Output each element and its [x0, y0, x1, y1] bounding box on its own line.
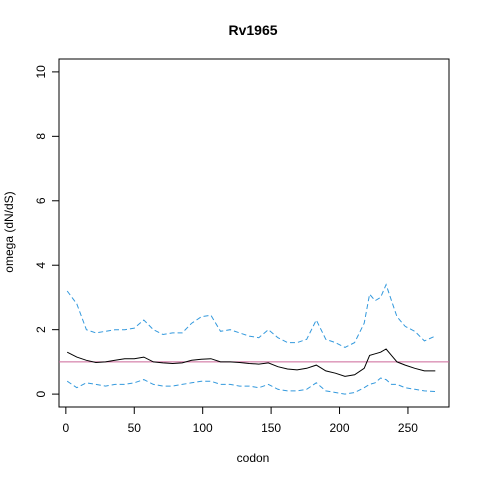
y-tick-label: 2 — [34, 326, 48, 333]
upper-bound-line — [66, 283, 436, 348]
lower-bound-line — [66, 377, 436, 395]
x-tick-label: 200 — [330, 421, 350, 435]
x-tick-label: 100 — [193, 421, 213, 435]
y-tick-label: 8 — [34, 133, 48, 140]
estimate-line — [66, 348, 436, 377]
x-axis: 0 50 100 150 200 250 — [62, 406, 418, 435]
x-tick-label: 150 — [261, 421, 281, 435]
chart-title: Rv1965 — [228, 22, 277, 38]
series-layer — [59, 283, 449, 395]
x-tick-label: 0 — [62, 421, 69, 435]
x-tick-label: 250 — [398, 421, 418, 435]
y-tick-label: 4 — [34, 262, 48, 269]
x-axis-label: codon — [237, 451, 270, 465]
y-axis-label: omega (dN/dS) — [2, 191, 16, 272]
y-axis: 0 2 4 6 8 10 — [34, 65, 60, 397]
y-tick-label: 0 — [34, 390, 48, 397]
y-tick-label: 10 — [34, 65, 48, 79]
x-tick-label: 50 — [128, 421, 142, 435]
y-tick-label: 6 — [34, 197, 48, 204]
